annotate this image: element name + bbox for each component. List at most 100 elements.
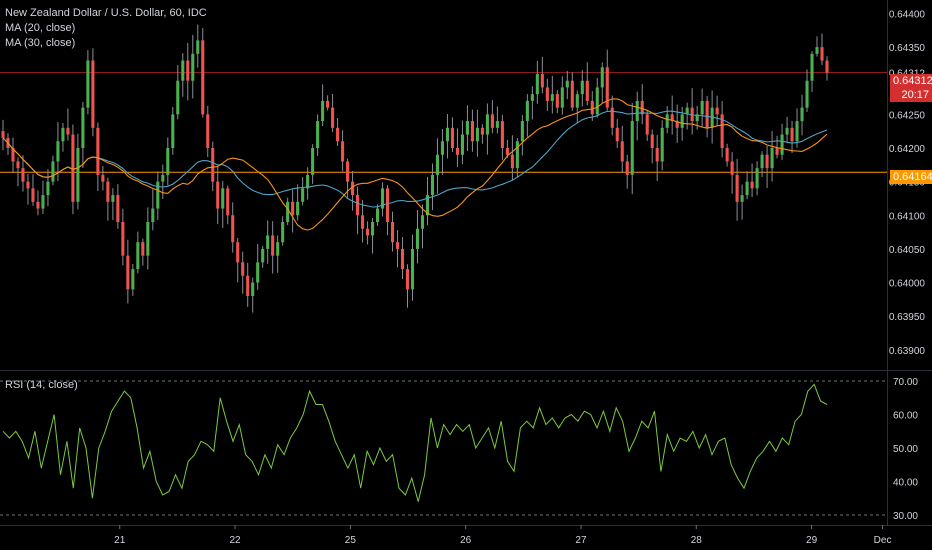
candle-up (525, 100, 529, 122)
candle-up (156, 181, 160, 209)
candle-down (655, 148, 659, 162)
candle-down (71, 134, 75, 202)
candle-down (645, 114, 649, 135)
candle-down (211, 148, 215, 182)
candle-up (321, 100, 325, 122)
candle-up (181, 60, 185, 81)
candle-down (715, 107, 719, 115)
candle-up (550, 94, 554, 101)
candle-up (316, 121, 320, 148)
candle-up (445, 127, 450, 142)
candle-down (620, 141, 624, 162)
candle-up (261, 248, 265, 263)
candle-up (535, 74, 539, 95)
candle-down (11, 148, 15, 162)
candle-down (271, 235, 275, 256)
candle-up (695, 114, 699, 122)
candle-up (151, 208, 155, 222)
candle-up (375, 208, 380, 222)
candle-down (326, 100, 330, 108)
candle-up (460, 134, 464, 155)
candle-down (351, 181, 355, 196)
price-tick-label: 0.64100 (889, 211, 926, 222)
price-tick-label: 0.64050 (889, 245, 926, 256)
rsi-tick-label: 30.00 (893, 511, 918, 522)
candle-up (296, 201, 300, 216)
rsi-tick-label: 40.00 (893, 477, 918, 488)
price-pane[interactable] (0, 24, 887, 313)
candle-down (705, 100, 709, 128)
candle-down (690, 107, 694, 122)
candle-up (425, 195, 430, 216)
rsi-line[interactable] (2, 383, 828, 502)
price-tick-label: 0.64250 (889, 110, 926, 121)
candle-down (590, 100, 594, 115)
candle-down (141, 242, 145, 256)
candle-up (76, 148, 80, 202)
candle-up (415, 228, 420, 249)
candle-down (31, 188, 35, 202)
ma20-legend[interactable]: MA (20, close) (5, 22, 76, 34)
candle-down (735, 174, 739, 202)
candle-up (161, 174, 165, 182)
candle-down (336, 127, 340, 142)
candle-up (680, 114, 684, 128)
rsi-pane[interactable] (0, 380, 887, 516)
candle-down (366, 228, 370, 236)
candle-up (580, 80, 584, 95)
time-tick-label: 29 (806, 535, 818, 546)
candle-down (121, 222, 125, 256)
candle-down (455, 148, 459, 155)
candle-up (660, 127, 664, 162)
candle-up (166, 148, 170, 175)
candle-up (256, 262, 260, 283)
candle-up (281, 222, 285, 243)
candle-up (276, 242, 280, 256)
candle-down (96, 127, 100, 175)
candle-up (146, 222, 150, 256)
time-tick-label: Dec (874, 535, 892, 546)
rsi-tick-label: 70.00 (893, 377, 918, 388)
candle-down (356, 195, 360, 216)
candle-up (575, 94, 579, 108)
candle-up (595, 87, 599, 115)
candle-down (66, 127, 70, 135)
price-tick-label: 0.63900 (889, 346, 926, 357)
candle-down (390, 222, 395, 243)
candle-down (331, 107, 335, 128)
candle-down (1, 131, 5, 138)
ma30-legend[interactable]: MA (30, close) (5, 37, 76, 49)
candle-up (805, 80, 809, 108)
ma20-line[interactable] (2, 98, 828, 231)
candle-up (785, 127, 789, 135)
rsi-legend[interactable]: RSI (14, close) (5, 379, 78, 391)
candle-up (131, 269, 135, 290)
candle-down (21, 168, 25, 182)
candle-down (241, 262, 245, 276)
rsi-tick-label: 60.00 (893, 411, 918, 422)
candle-down (346, 161, 350, 182)
candle-down (505, 148, 509, 155)
candle-down (291, 201, 295, 216)
candle-down (385, 188, 390, 222)
price-tick-label: 0.64350 (889, 43, 926, 54)
candle-up (440, 141, 445, 155)
candle-up (136, 242, 140, 270)
time-tick-label: 22 (229, 535, 241, 546)
time-axis[interactable]: 21 22 25 26 27 28 29 Dec (114, 525, 891, 546)
candle-down (640, 100, 644, 115)
candle-up (371, 222, 375, 236)
candle-up (86, 60, 90, 108)
candle-down (236, 242, 240, 263)
candle-down (341, 141, 345, 162)
rsi-axis[interactable]: 70.00 60.00 50.00 40.00 30.00 (893, 377, 918, 522)
candle-up (176, 80, 180, 115)
candle-down (231, 215, 235, 243)
candle-up (56, 141, 60, 162)
candle-up (815, 47, 819, 54)
candle-down (765, 154, 769, 169)
candle-up (301, 188, 305, 202)
candle-up (665, 114, 669, 128)
candle-down (126, 255, 130, 290)
